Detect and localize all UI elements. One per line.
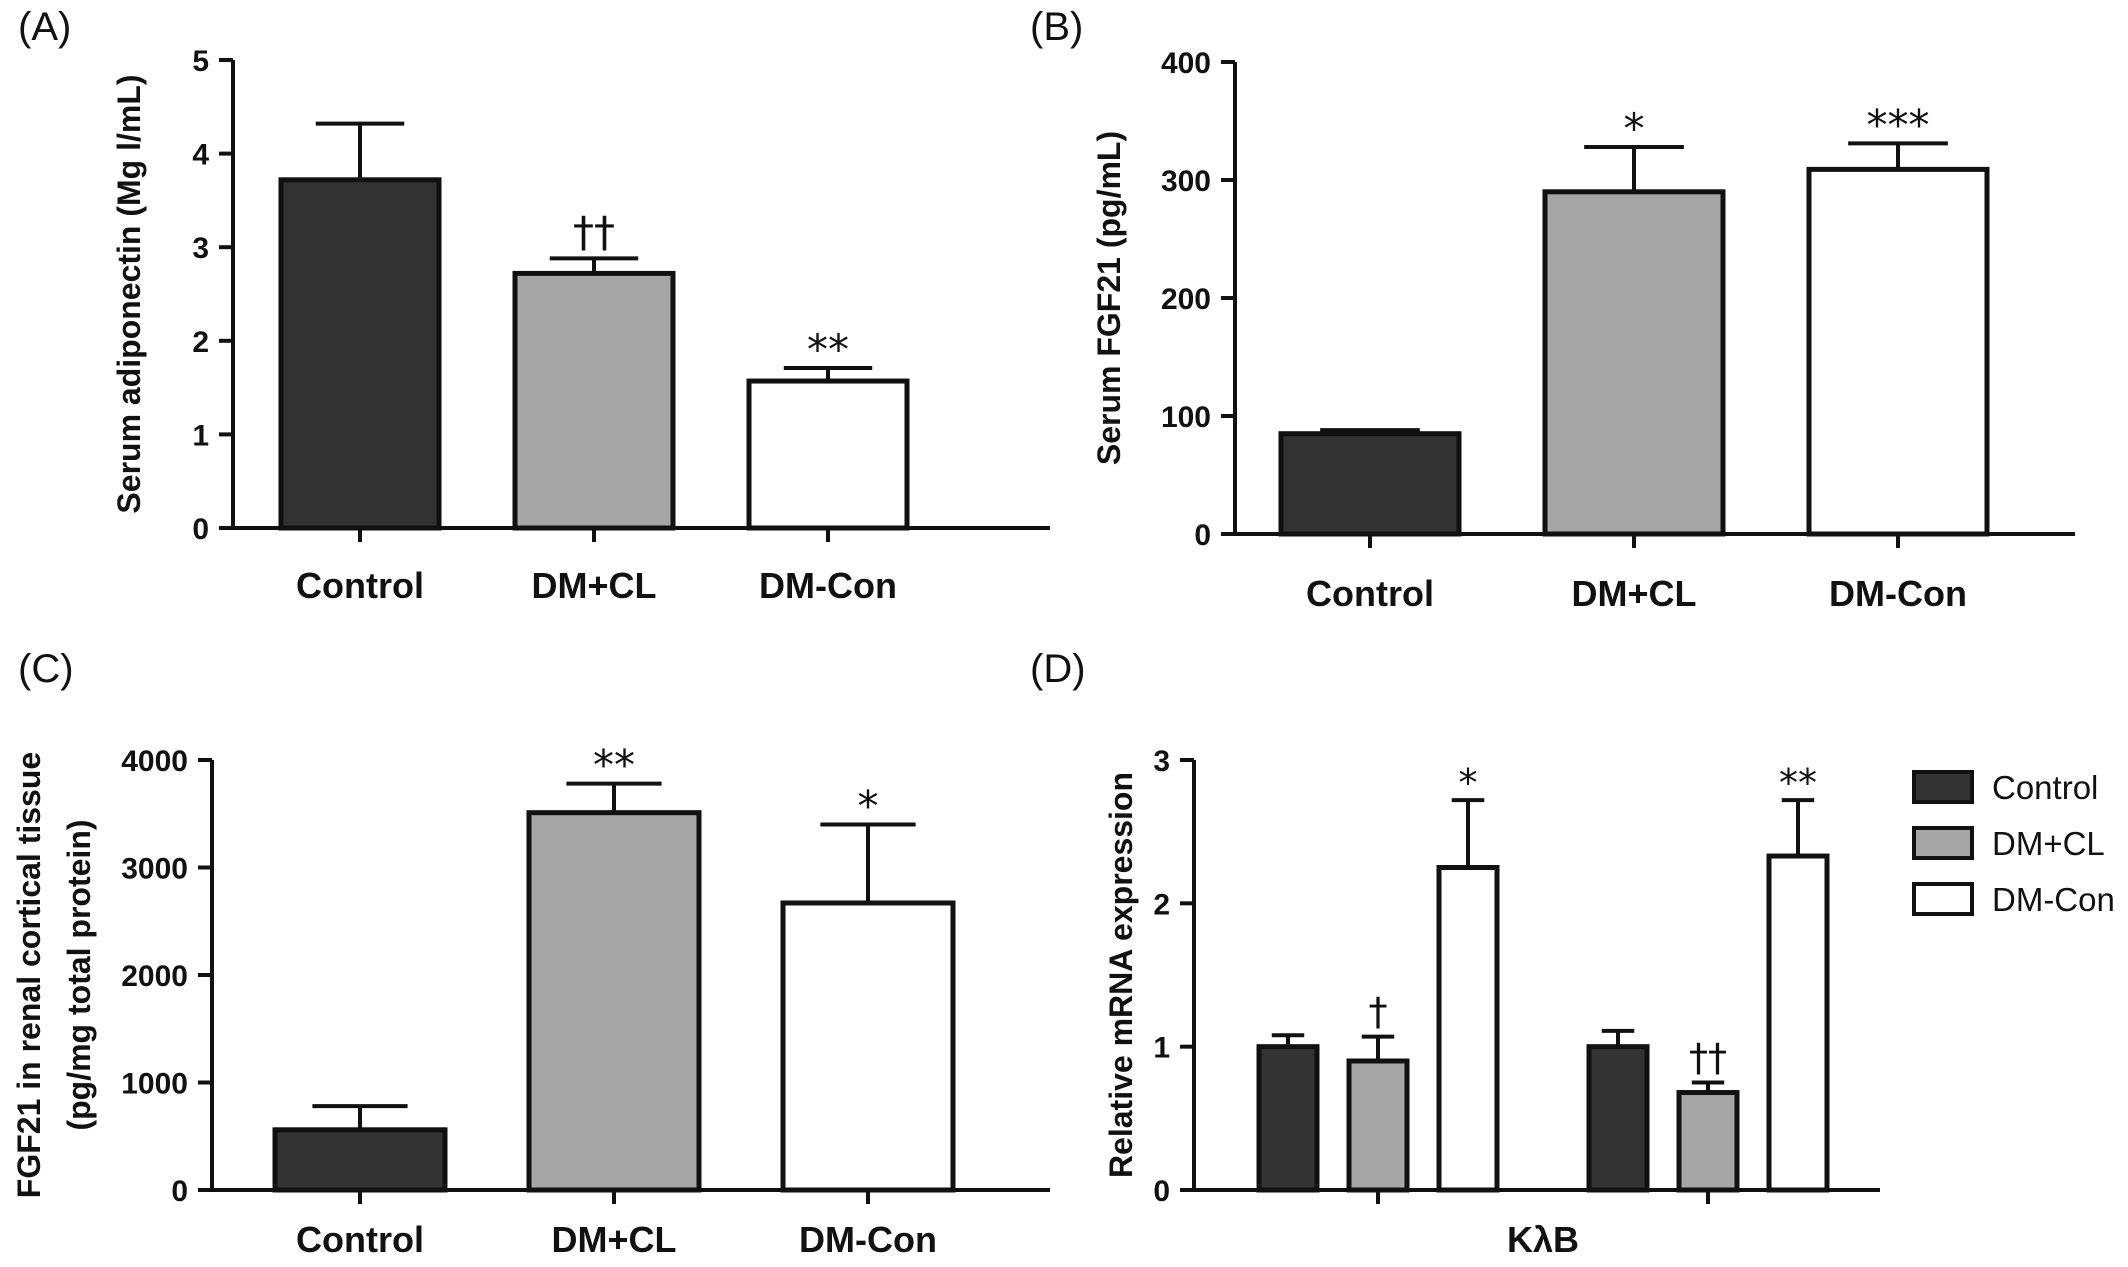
y-tick-label-d-3: 3: [1153, 745, 1170, 778]
y-tick-label-d-0: 0: [1153, 1175, 1170, 1208]
d-group-0-dm-con-bar: [1436, 865, 1500, 1193]
b-dm-con-bar: [1806, 166, 1990, 537]
a-dm-cl-bar: [512, 270, 676, 531]
legend-swatch-control: [1912, 770, 1974, 804]
panel-label-a: (A): [18, 5, 71, 49]
y-tick-label-c-4000: 4000: [121, 745, 188, 778]
panel-label-c: (C): [18, 647, 74, 691]
a-dm-con-significance: **: [807, 325, 849, 374]
panel-a: (A) 0 1 2 3 4 5 Serum adiponectin (Mg l/mL) Cont…: [18, 5, 1050, 606]
legend-swatch-dm-con: [1912, 882, 1974, 916]
y-tick-label-c-1000: 1000: [121, 1068, 188, 1101]
legend: Control DM+CL DM-Con: [1912, 769, 2115, 918]
d-group-1-control-bar: [1586, 1044, 1650, 1193]
y-tick-label-a-3: 3: [192, 232, 209, 265]
b-dm-con-significance: ***: [1867, 100, 1930, 149]
category-label-a-control: Control: [296, 565, 424, 606]
y-tick-label-a-2: 2: [192, 326, 209, 359]
y-tick-label-a-1: 1: [192, 419, 209, 452]
y-tick-label-b-100: 100: [1161, 401, 1211, 434]
d-group-1-dm-con-bar: [1766, 853, 1830, 1193]
panel-d: (D) 0 1 2 3 Relative mRNA expression † * †† ** KλB: [1030, 647, 1880, 1260]
c-dm-cl-significance: **: [593, 741, 635, 790]
d-group-0-dm-cl-significance: †: [1369, 990, 1388, 1034]
y-tick-label-d-2: 2: [1153, 888, 1170, 921]
c-dm-con-bar: [780, 900, 956, 1193]
y-axis-title-b: Serum FGF21 (pg/mL): [1091, 131, 1127, 465]
d-group-0-control-bar: [1256, 1044, 1320, 1193]
y-axis-title-a: Serum adiponectin (Mg l/mL): [111, 74, 147, 513]
d-group-0-dm-con-significance: *: [1459, 761, 1478, 805]
y-axis-title-c: FGF21 in renal cortical tissue: [11, 752, 47, 1198]
y-tick-label-b-200: 200: [1161, 283, 1211, 316]
y-tick-label-a-5: 5: [192, 45, 209, 78]
d-group-1-dm-cl-bar: [1676, 1090, 1740, 1193]
category-label-b-dm-cl: DM+CL: [1572, 573, 1697, 614]
panel-label-b: (B): [1030, 5, 1083, 49]
y-tick-label-a-4: 4: [192, 139, 209, 172]
y-tick-label-a-0: 0: [192, 513, 209, 546]
x-axis-title-d: KλB: [1507, 1219, 1579, 1260]
y-tick-label-b-300: 300: [1161, 165, 1211, 198]
a-dm-cl-significance: ††: [573, 207, 615, 256]
y-tick-label-c-0: 0: [171, 1175, 188, 1208]
category-label-b-dm-con: DM-Con: [1829, 573, 1967, 614]
panel-b: (B) 0 100 200 300 400 Serum FGF21 (pg/mL) Contr…: [1030, 5, 2075, 614]
y-tick-label-c-3000: 3000: [121, 853, 188, 886]
legend-swatch-dm-cl: [1912, 826, 1974, 860]
category-label-a-dm-cl: DM+CL: [532, 565, 657, 606]
y-axis-title-line2-c: (pg/mg total protein): [61, 819, 97, 1130]
panel-label-d: (D): [1030, 647, 1086, 691]
category-label-b-control: Control: [1306, 573, 1434, 614]
legend-label-dm-cl: DM+CL: [1992, 825, 2105, 862]
b-dm-cl-bar: [1542, 189, 1726, 537]
y-axis-title-d: Relative mRNA expression: [1103, 772, 1139, 1178]
category-label-c-dm-con: DM-Con: [799, 1219, 937, 1260]
y-tick-label-b-0: 0: [1194, 519, 1211, 552]
panel-c: (C) 0 1000 2000 3000 4000 FGF21 in renal corti…: [11, 647, 1050, 1260]
y-tick-label-c-2000: 2000: [121, 960, 188, 993]
legend-label-control: Control: [1992, 769, 2098, 806]
d-group-0-dm-cl-bar: [1346, 1058, 1410, 1193]
d-group-1-dm-cl-significance: ††: [1689, 1036, 1727, 1080]
y-tick-label-d-1: 1: [1153, 1032, 1170, 1065]
category-label-a-dm-con: DM-Con: [759, 565, 897, 606]
b-control-bar: [1278, 431, 1462, 537]
d-group-1-dm-con-significance: **: [1779, 761, 1817, 805]
c-dm-cl-bar: [526, 810, 702, 1193]
y-tick-label-b-400: 400: [1161, 47, 1211, 80]
b-dm-cl-significance: *: [1624, 104, 1645, 153]
c-dm-con-significance: *: [858, 782, 879, 831]
category-label-c-control: Control: [296, 1219, 424, 1260]
a-dm-con-bar: [746, 378, 910, 531]
c-control-bar: [272, 1127, 448, 1193]
a-control-bar: [278, 177, 442, 531]
category-label-c-dm-cl: DM+CL: [552, 1219, 677, 1260]
legend-label-dm-con: DM-Con: [1992, 881, 2115, 918]
